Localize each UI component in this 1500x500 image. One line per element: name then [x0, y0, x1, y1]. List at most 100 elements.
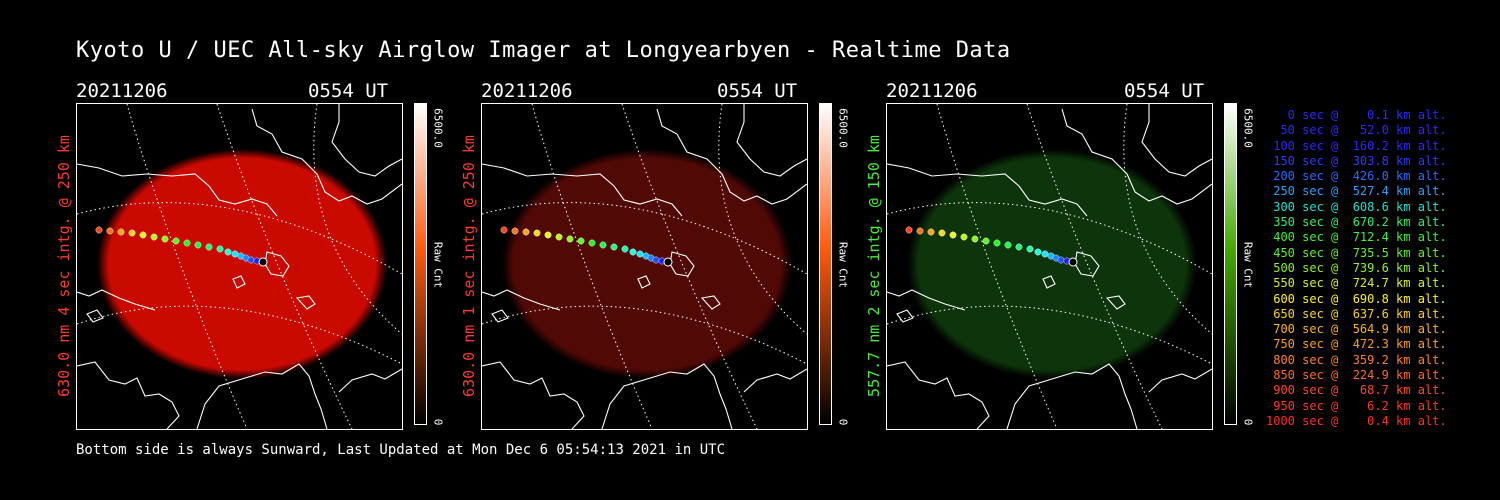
trajectory-point	[1026, 245, 1034, 253]
map-graticule	[482, 305, 807, 365]
coastline	[887, 361, 990, 429]
panel-3-colorbar-unit: Raw Cnt	[1241, 241, 1255, 289]
legend-entry: 200 sec @ 426.0 km alt.	[1266, 169, 1447, 184]
trajectory-point	[960, 233, 968, 241]
legend-entry: 750 sec @ 472.3 km alt.	[1266, 337, 1447, 352]
coastline	[656, 108, 807, 205]
coastline	[1141, 104, 1212, 177]
trajectory-point	[949, 231, 957, 239]
coastline	[491, 309, 509, 323]
map-graticule	[887, 202, 1212, 275]
legend-entry: 600 sec @ 690.8 km alt.	[1266, 291, 1447, 306]
trajectory-point	[1041, 250, 1049, 258]
trajectory-point	[1034, 248, 1042, 256]
panel-2-date: 20211206	[481, 80, 573, 102]
coastline	[601, 363, 733, 429]
coastline	[1105, 295, 1126, 310]
coastline	[482, 163, 683, 217]
legend-entry: 100 sec @ 160.2 km alt.	[1266, 138, 1447, 153]
coastline	[295, 295, 316, 310]
trajectory-point	[652, 256, 660, 264]
trajectory-point	[1015, 243, 1023, 251]
panel-2-colorbar	[819, 103, 832, 425]
panel-3-wavelength-label: 557.7 nm 2 sec intg. @ 150 km	[865, 134, 883, 397]
legend-entry: 450 sec @ 735.5 km alt.	[1266, 245, 1447, 260]
station-marker	[258, 257, 268, 267]
trajectory-point	[566, 235, 574, 243]
coastline	[1061, 108, 1212, 205]
trajectory-point	[993, 239, 1001, 247]
coastline	[482, 361, 585, 429]
trajectory-point	[161, 235, 169, 243]
panel-3-colorbar-min: 0	[1241, 418, 1255, 426]
panel-1-colorbar-min: 0	[431, 418, 445, 426]
trajectory-point	[577, 237, 585, 245]
legend-entry: 400 sec @ 712.4 km alt.	[1266, 230, 1447, 245]
coastline	[736, 104, 807, 177]
map-graticule	[1026, 104, 1163, 429]
station-marker	[663, 257, 673, 267]
coastline	[331, 104, 402, 177]
coastline	[700, 295, 721, 310]
trajectory-point	[1057, 256, 1065, 264]
legend-entry: 350 sec @ 670.2 km alt.	[1266, 215, 1447, 230]
coastline	[232, 275, 246, 289]
coastline	[1042, 275, 1056, 289]
legend-entry: 550 sec @ 724.7 km alt.	[1266, 276, 1447, 291]
trajectory-point	[139, 231, 147, 239]
legend-entry: 250 sec @ 527.4 km alt.	[1266, 184, 1447, 199]
trajectory-point	[555, 233, 563, 241]
trajectory-point	[247, 256, 255, 264]
map-graticule	[887, 305, 1212, 365]
coastline	[1148, 368, 1212, 393]
trajectory-point	[231, 250, 239, 258]
trajectory-point	[117, 228, 125, 236]
trajectory-point	[905, 226, 913, 234]
trajectory-point	[533, 229, 541, 237]
map-graticule	[77, 202, 402, 275]
panel-2-wavelength-label: 630.0 nm 1 sec intg. @ 250 km	[460, 134, 478, 397]
trajectory-point	[522, 228, 530, 236]
coastline	[251, 108, 402, 205]
coastline	[1006, 363, 1138, 429]
trajectory-point	[511, 227, 519, 235]
legend-entry: 900 sec @ 68.7 km alt.	[1266, 383, 1447, 398]
trajectory-point	[599, 241, 607, 249]
trajectory-point	[150, 233, 158, 241]
panel-1-colorbar-max: 6500.0	[431, 108, 445, 148]
coastline	[637, 275, 651, 289]
trajectory-point	[971, 235, 979, 243]
map-graticule	[216, 104, 353, 429]
coastline	[196, 363, 328, 429]
trajectory-point	[500, 226, 508, 234]
trajectory-point	[194, 241, 202, 249]
trajectory-point	[629, 248, 637, 256]
legend-entry: 700 sec @ 564.9 km alt.	[1266, 322, 1447, 337]
coastline	[77, 361, 180, 429]
coastline	[887, 163, 1088, 217]
panel-3-time: 0554 UT	[1124, 80, 1205, 102]
legend-entry: 150 sec @ 303.8 km alt.	[1266, 153, 1447, 168]
airglow-field	[502, 149, 792, 379]
panel-1-time: 0554 UT	[308, 80, 389, 102]
panel-2-allsky-image	[481, 103, 808, 430]
coastline	[338, 368, 402, 393]
legend-entry: 850 sec @ 224.9 km alt.	[1266, 368, 1447, 383]
airglow-field	[97, 149, 387, 379]
station-marker	[1068, 257, 1078, 267]
airglow-field	[907, 149, 1197, 379]
coastline	[482, 289, 561, 311]
panel-1-wavelength-label: 630.0 nm 4 sec intg. @ 250 km	[55, 134, 73, 397]
trajectory-point	[106, 227, 114, 235]
panel-1-date: 20211206	[76, 80, 168, 102]
legend-entry: 500 sec @ 739.6 km alt.	[1266, 260, 1447, 275]
trajectory-point	[621, 245, 629, 253]
trajectory-altitude-legend: 0 sec @ 0.1 km alt. 50 sec @ 52.0 km alt…	[1266, 108, 1447, 429]
trajectory-point	[1004, 241, 1012, 249]
map-graticule	[482, 202, 807, 275]
trajectory-point	[205, 243, 213, 251]
map-graticule	[621, 104, 758, 429]
trajectory-point	[183, 239, 191, 247]
page-title: Kyoto U / UEC All-sky Airglow Imager at …	[76, 38, 1011, 63]
trajectory-point	[927, 228, 935, 236]
